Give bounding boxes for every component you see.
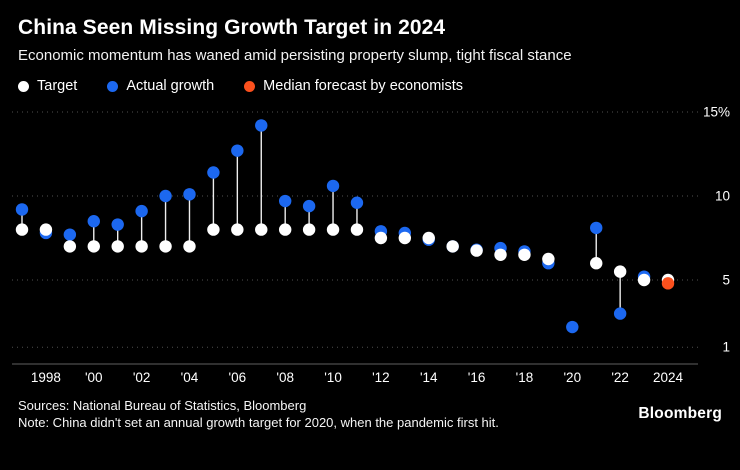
target-dot-2016	[470, 244, 483, 257]
actual-dot-2003	[159, 189, 172, 203]
target-dot-2019	[542, 252, 555, 266]
legend-actual-dot-icon	[107, 80, 119, 92]
actual-dot-1997	[15, 203, 29, 216]
x-tick-label: '02	[133, 370, 151, 385]
target-dot-2008	[278, 223, 292, 236]
y-tick-label: 5	[722, 273, 730, 288]
x-tick-label: '14	[420, 370, 438, 385]
actual-dot-2006	[231, 144, 244, 157]
legend-item-actual: Actual growth	[107, 78, 214, 94]
legend-item-target: Target	[18, 78, 77, 94]
x-tick-label: 1998	[31, 370, 61, 385]
legend-forecast-dot-icon	[244, 80, 256, 92]
y-gridlines: 1 5 10 15%	[12, 105, 730, 355]
forecast-dot-2024	[661, 277, 675, 290]
target-dot-2010	[326, 223, 340, 236]
target-dot-2003	[159, 240, 172, 253]
actual-dot-2020	[566, 320, 579, 334]
y-tick-label: 1	[722, 340, 730, 355]
actual-dot-2010	[326, 179, 340, 193]
target-dot-2022	[613, 265, 627, 278]
x-tick-label: 2024	[653, 370, 684, 385]
target-dot-2011	[350, 223, 364, 236]
chart-footer: Sources: National Bureau of Statistics, …	[0, 391, 740, 431]
x-tick-labels: 1998 '00 '02 '04 '06 '08 '10 '12 '14 '16 '18 '20 '22…	[31, 370, 684, 385]
target-dot-2000	[87, 240, 100, 253]
y-tick-label: 15%	[703, 105, 730, 120]
x-tick-label: '06	[229, 370, 247, 385]
target-dot-2006	[231, 223, 244, 236]
growth-chart-svg: 1 5 10 15% 1998 '00 '02 '04 '06 '08 '10 '12 '14 '16 '1…	[12, 105, 730, 385]
actual-dot-2005	[207, 166, 220, 179]
target-dot-2007	[255, 223, 268, 236]
x-tick-label: '00	[85, 370, 103, 385]
legend-target-dot-icon	[18, 80, 29, 92]
footer-notes: Sources: National Bureau of Statistics, …	[18, 397, 558, 431]
target-dot-2017	[494, 248, 507, 262]
target-dot-2001	[111, 240, 124, 253]
target-dot-2012	[374, 231, 388, 245]
legend-label-actual: Actual growth	[126, 78, 215, 95]
x-tick-label: '12	[372, 370, 390, 385]
x-tick-label: '04	[181, 370, 199, 385]
target-dot-2021	[590, 257, 603, 270]
x-tick-label: '10	[324, 370, 342, 385]
x-tick-label: '08	[276, 370, 294, 385]
target-dot-2015	[446, 240, 459, 253]
bloomberg-logo: Bloomberg	[638, 405, 722, 423]
actual-dot-2007	[255, 119, 268, 132]
target-dot-2009	[302, 223, 316, 236]
x-tick-label: '18	[516, 370, 534, 385]
target-dot-2023	[637, 273, 651, 287]
x-tick-label: '16	[468, 370, 486, 385]
target-dot-1999	[63, 240, 77, 253]
target-dot-2005	[207, 223, 220, 236]
actual-dot-2009	[302, 200, 316, 213]
sources-text: Sources: National Bureau of Statistics, …	[18, 398, 307, 414]
actual-dot-2008	[278, 194, 292, 208]
actual-dot-2021	[590, 221, 603, 235]
target-dot-2014	[422, 231, 435, 245]
chart-header: China Seen Missing Growth Target in 2024…	[0, 0, 740, 65]
growth-chart: 1 5 10 15% 1998 '00 '02 '04 '06 '08 '10 '12 '14 '16 '1…	[0, 99, 740, 391]
legend-label-target: Target	[37, 78, 78, 95]
note-text: Note: China didn't set an annual growth …	[18, 415, 499, 431]
actual-dot-2001	[111, 218, 124, 231]
target-dot-1998	[39, 223, 53, 236]
y-tick-label: 10	[715, 189, 730, 204]
data-points	[15, 119, 675, 334]
legend: Target Actual growth Median forecast by ec…	[18, 77, 740, 95]
target-dot-2002	[135, 240, 148, 253]
actual-dot-2022	[613, 307, 627, 320]
chart-subtitle: Economic momentum has waned amid persist…	[18, 47, 572, 65]
actual-dot-2000	[87, 215, 100, 228]
legend-item-forecast: Median forecast by economists	[244, 78, 463, 94]
x-tick-label: '22	[611, 370, 629, 385]
actual-dot-2002	[135, 205, 148, 218]
target-dot-2013	[398, 231, 412, 245]
legend-label-forecast: Median forecast by economists	[263, 78, 464, 95]
target-dot-2004	[183, 240, 196, 253]
x-tick-label: '20	[563, 370, 581, 385]
target-dot-1997	[15, 223, 29, 236]
chart-title: China Seen Missing Growth Target in 2024	[18, 16, 446, 39]
actual-dot-2011	[350, 196, 364, 210]
actual-dot-1999	[63, 228, 77, 241]
actual-dot-2004	[183, 188, 196, 201]
target-dot-2018	[518, 248, 531, 262]
